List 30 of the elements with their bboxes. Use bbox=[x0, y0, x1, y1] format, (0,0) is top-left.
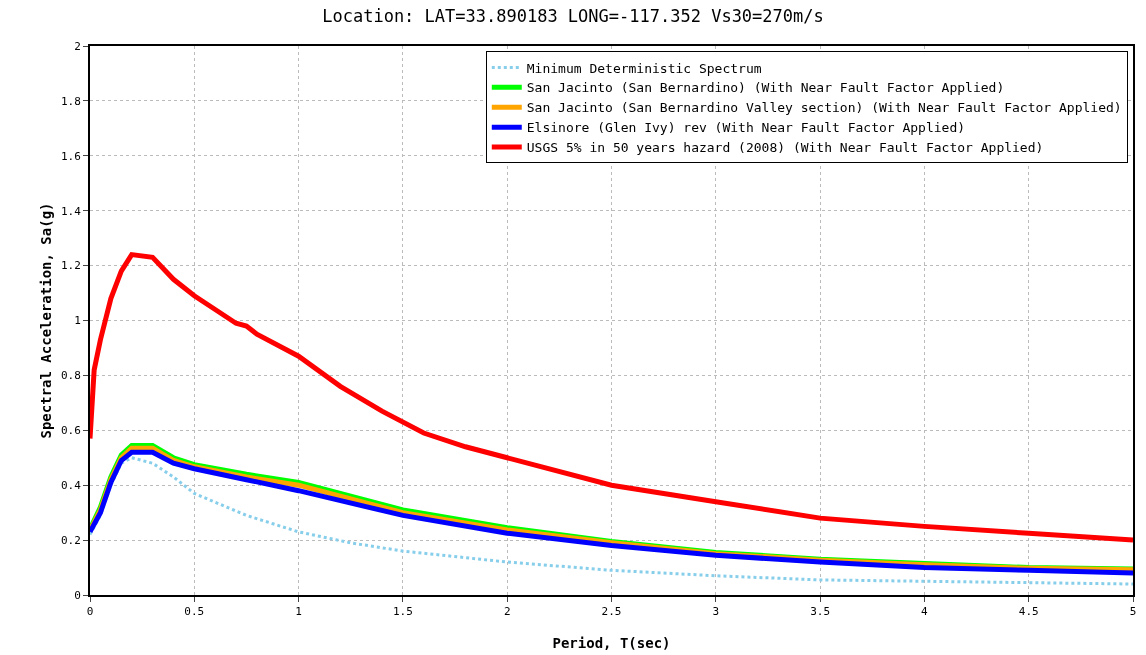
y-tick-label: 0.4 bbox=[60, 479, 82, 493]
chart-title: Location: LAT=33.890183 LONG=-117.352 Vs30=270m/s bbox=[322, 5, 824, 26]
legend-label: USGS 5% in 50 years hazard (2008) (With Near Fault Factor Applied) bbox=[526, 140, 1044, 156]
y-tick-label: 1.6 bbox=[60, 149, 81, 163]
y-tick-label: 0.6 bbox=[60, 424, 81, 438]
legend-label: San Jacinto (San Bernardino Valley section) (With Near Fault Factor Applied) bbox=[526, 100, 1122, 116]
x-tick-label: 1 bbox=[295, 605, 302, 619]
x-tick-label: 2 bbox=[503, 605, 511, 619]
legend-label: Minimum Deterministic Spectrum bbox=[526, 60, 762, 76]
y-tick-label: 0.8 bbox=[60, 369, 81, 383]
x-tick-label: 4 bbox=[921, 605, 929, 619]
legend-label: Elsinore (Glen Ivy) rev (With Near Fault Factor Applied) bbox=[526, 120, 966, 136]
x-tick-label: 1.5 bbox=[392, 605, 413, 619]
y-tick-label: 1.4 bbox=[60, 204, 82, 218]
x-tick-label: 2.5 bbox=[601, 605, 622, 619]
y-tick-label: 2 bbox=[74, 39, 81, 53]
y-tick-label: 1.2 bbox=[60, 259, 81, 273]
x-tick-label: 5 bbox=[1129, 605, 1137, 619]
y-tick-label: 0 bbox=[74, 588, 81, 602]
y-axis-title: Spectral Acceleration, Sa(g) bbox=[38, 202, 54, 439]
x-tick-label: 0 bbox=[86, 605, 94, 619]
x-axis-title: Period, T(sec) bbox=[552, 635, 671, 651]
x-tick-label: 3 bbox=[712, 605, 720, 619]
y-tick-label: 0.2 bbox=[60, 533, 81, 547]
x-tick-label: 4.5 bbox=[1018, 605, 1039, 619]
x-tick-label: 3.5 bbox=[810, 605, 831, 619]
y-tick-label: 1 bbox=[74, 314, 81, 328]
x-tick-label: 0.5 bbox=[184, 605, 205, 619]
legend-label: San Jacinto (San Bernardino) (With Near Fault Factor Applied) bbox=[526, 80, 1005, 96]
y-tick-label: 1.8 bbox=[60, 94, 81, 108]
